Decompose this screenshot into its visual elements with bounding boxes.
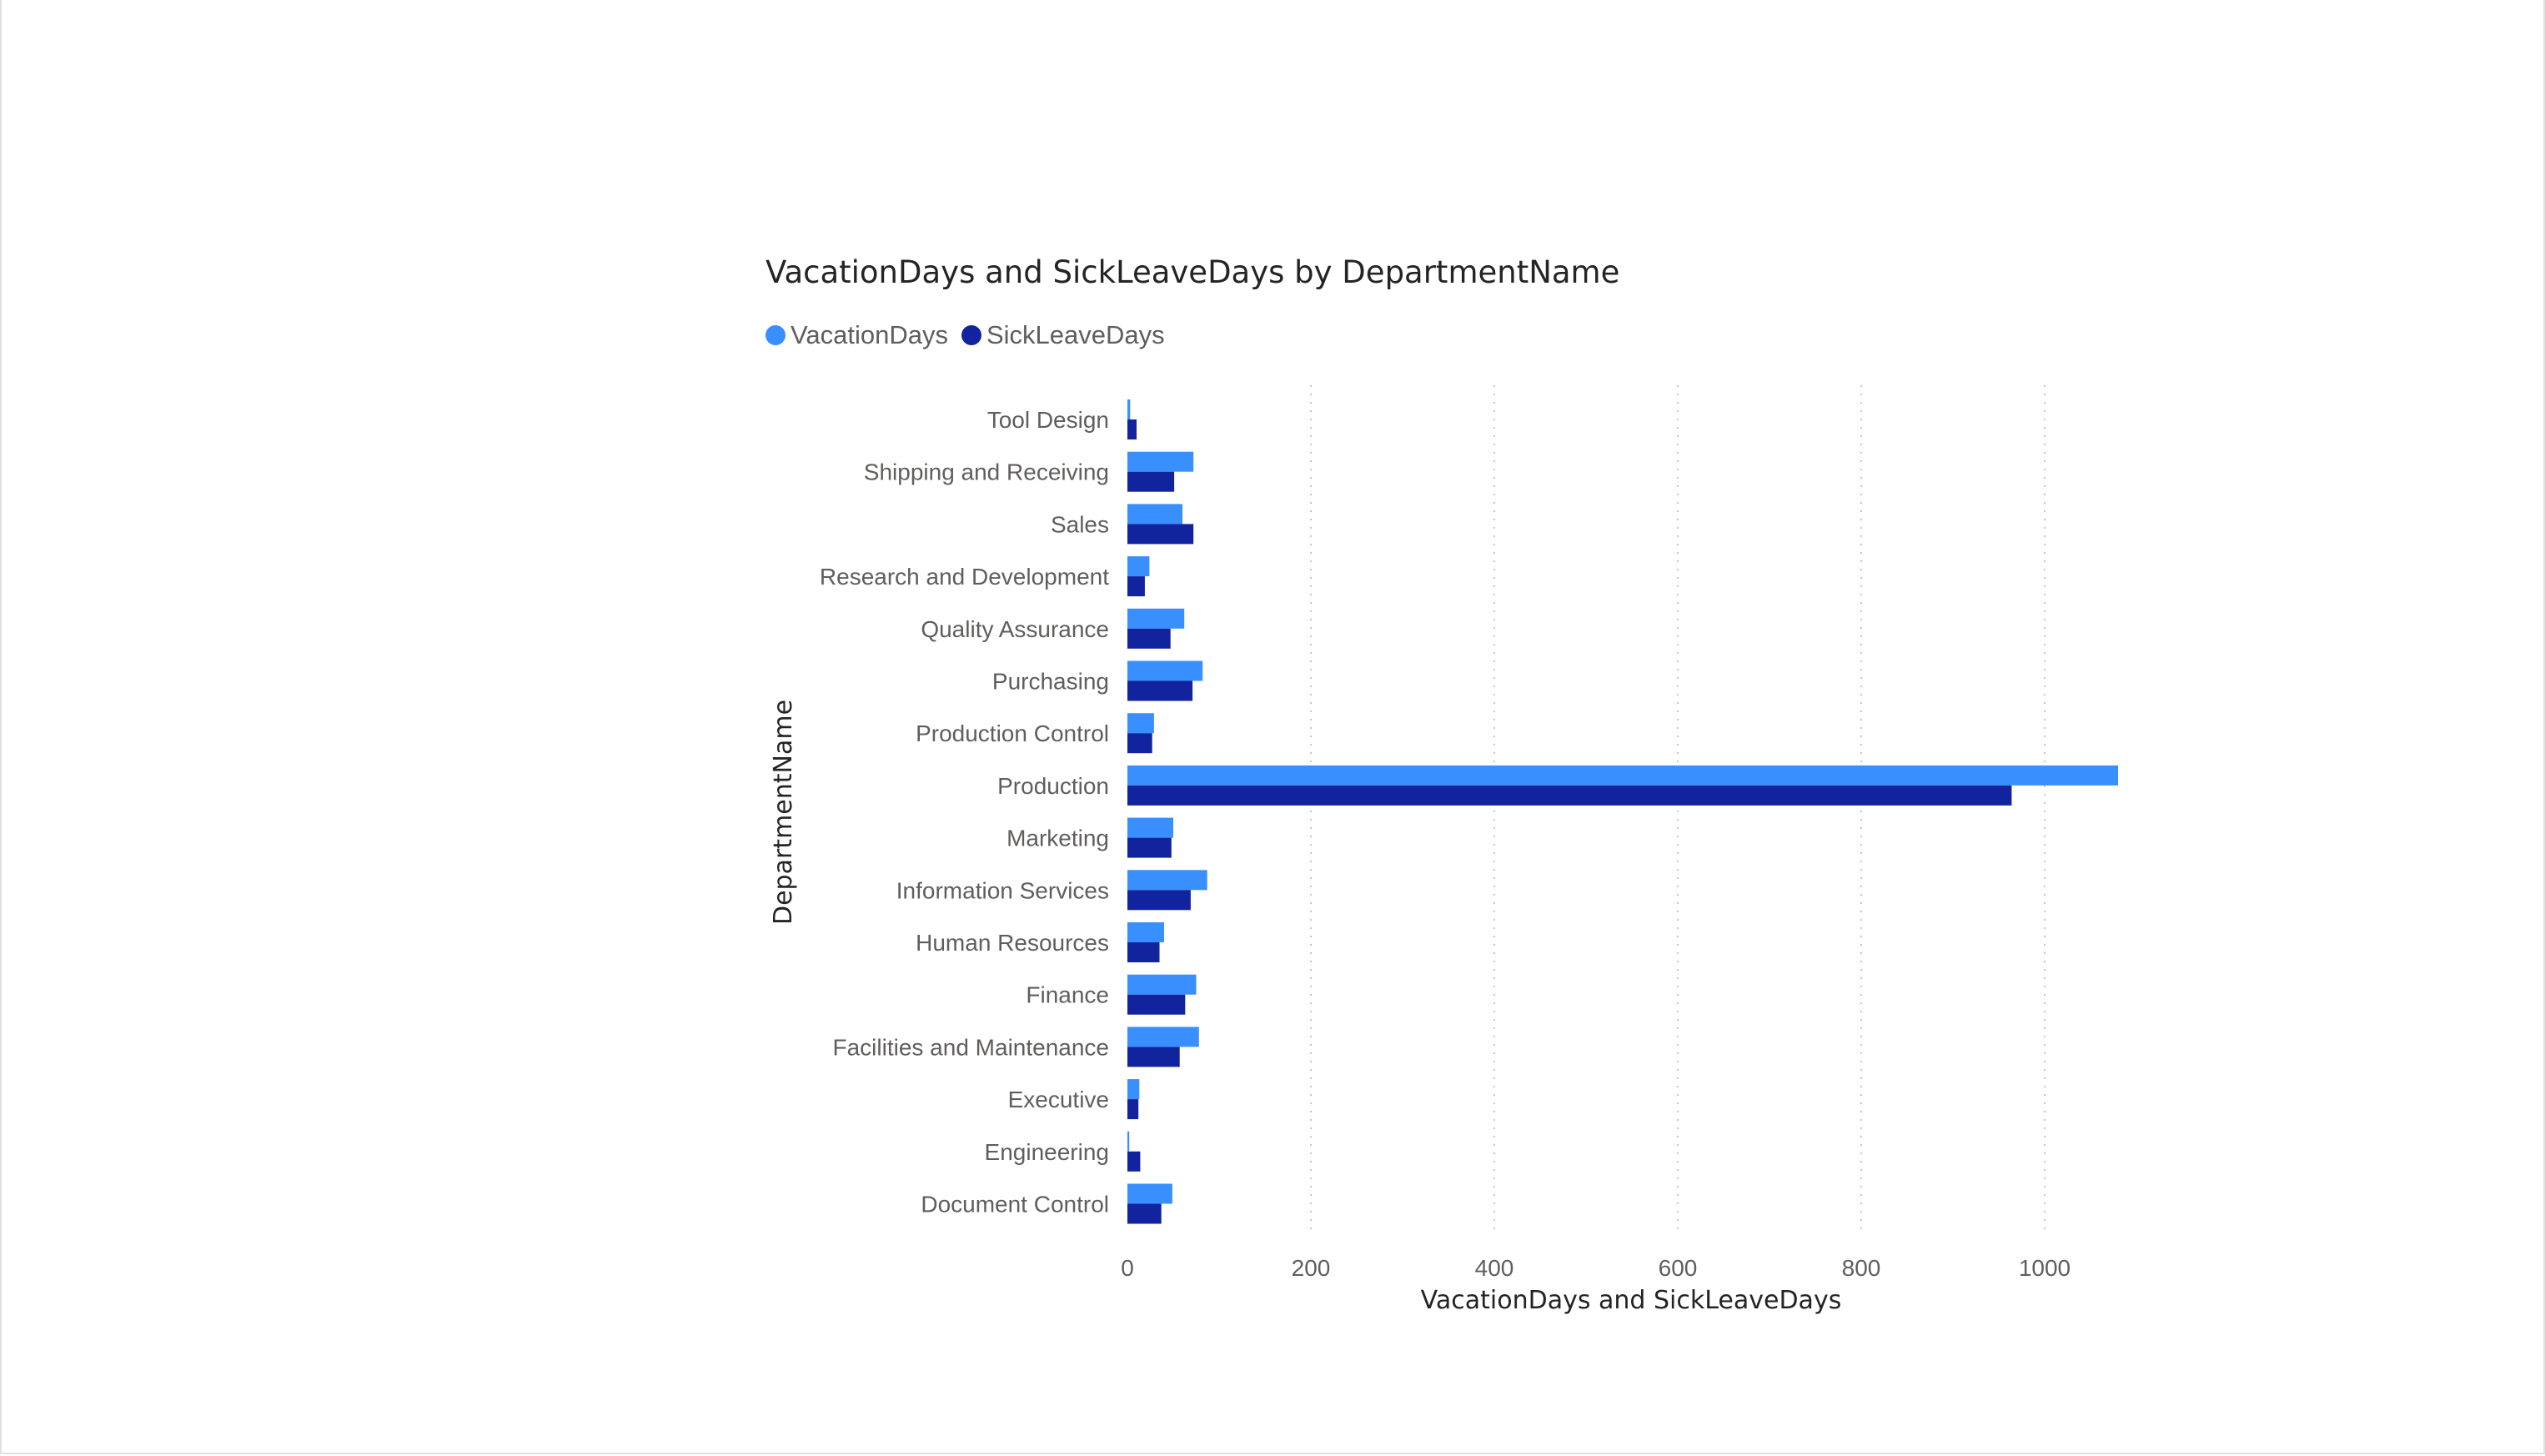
- y-axis-title: DepartmentName: [769, 700, 798, 925]
- x-tick-label-200: 200: [1292, 1255, 1331, 1281]
- category-label-marketing: Marketing: [1006, 826, 1109, 851]
- category-label-purchasing: Purchasing: [992, 669, 1109, 695]
- category-label-information-services: Information Services: [896, 877, 1109, 903]
- x-tick-label-1000: 1000: [2019, 1255, 2071, 1281]
- category-label-tool-design: Tool Design: [987, 407, 1109, 433]
- bar-sickleavedays-quality-assurance[interactable]: [1127, 628, 1171, 649]
- bar-sickleavedays-marketing[interactable]: [1127, 837, 1172, 858]
- bar-sickleavedays-research-and-development[interactable]: [1127, 576, 1145, 597]
- x-tick-label-400: 400: [1475, 1255, 1514, 1281]
- category-label-finance: Finance: [1026, 982, 1109, 1008]
- bar-sickleavedays-executive[interactable]: [1127, 1099, 1139, 1120]
- bar-vacationdays-sales[interactable]: [1127, 504, 1182, 525]
- bar-sickleavedays-facilities-and-maintenance[interactable]: [1127, 1047, 1180, 1067]
- category-label-production: Production: [997, 773, 1109, 799]
- category-label-sales: Sales: [1051, 511, 1109, 537]
- category-label-quality-assurance: Quality Assurance: [921, 616, 1109, 642]
- bar-sickleavedays-sales[interactable]: [1127, 524, 1194, 545]
- bar-vacationdays-engineering[interactable]: [1127, 1131, 1130, 1152]
- bar-sickleavedays-shipping-and-receiving[interactable]: [1127, 471, 1175, 492]
- bars: [1127, 399, 2118, 1224]
- bar-vacationdays-tool-design[interactable]: [1127, 399, 1131, 419]
- bar-sickleavedays-production[interactable]: [1127, 785, 2012, 806]
- x-tick-label-800: 800: [1842, 1255, 1881, 1281]
- legend-item-sickleavedays[interactable]: SickLeaveDays: [961, 320, 1165, 350]
- x-tick-label-0: 0: [1121, 1255, 1134, 1281]
- bar-sickleavedays-purchasing[interactable]: [1127, 680, 1193, 701]
- legend-dot-vacationdays: [766, 325, 786, 345]
- bar-vacationdays-information-services[interactable]: [1127, 870, 1207, 891]
- category-label-research-and-development: Research and Development: [820, 564, 1109, 590]
- category-label-document-control: Document Control: [921, 1192, 1109, 1218]
- category-label-facilities-and-maintenance: Facilities and Maintenance: [832, 1034, 1109, 1060]
- legend-item-vacationdays[interactable]: VacationDays: [766, 320, 948, 350]
- bar-vacationdays-production[interactable]: [1127, 765, 2118, 786]
- bar-vacationdays-finance[interactable]: [1127, 974, 1197, 995]
- bar-sickleavedays-finance[interactable]: [1127, 994, 1186, 1015]
- legend-label-sickleavedays: SickLeaveDays: [986, 320, 1165, 349]
- bar-vacationdays-facilities-and-maintenance[interactable]: [1127, 1027, 1199, 1047]
- category-label-human-resources: Human Resources: [916, 930, 1109, 956]
- category-label-engineering: Engineering: [985, 1139, 1109, 1165]
- bar-sickleavedays-human-resources[interactable]: [1127, 942, 1160, 962]
- category-label-production-control: Production Control: [916, 720, 1109, 746]
- chart-title: VacationDays and SickLeaveDays by Depart…: [766, 254, 1620, 290]
- bar-vacationdays-marketing[interactable]: [1127, 817, 1173, 838]
- bar-vacationdays-production-control[interactable]: [1127, 713, 1154, 734]
- bar-sickleavedays-information-services[interactable]: [1127, 890, 1191, 911]
- legend-label-vacationdays: VacationDays: [791, 320, 948, 349]
- bar-vacationdays-human-resources[interactable]: [1127, 922, 1164, 942]
- bar-sickleavedays-production-control[interactable]: [1127, 733, 1152, 754]
- category-labels: Tool Design Shipping and Receiving Sales Re…: [820, 407, 1109, 1218]
- gridlines: [1310, 385, 2046, 1233]
- bar-sickleavedays-tool-design[interactable]: [1127, 419, 1137, 439]
- x-tick-labels: 0 200 400 600 800 1000: [1121, 1255, 2071, 1281]
- bar-vacationdays-executive[interactable]: [1127, 1079, 1140, 1100]
- bar-vacationdays-shipping-and-receiving[interactable]: [1127, 451, 1194, 472]
- legend-dot-sickleavedays: [961, 325, 981, 345]
- category-label-shipping-and-receiving: Shipping and Receiving: [864, 459, 1109, 485]
- category-label-executive: Executive: [1008, 1087, 1109, 1112]
- bar-vacationdays-purchasing[interactable]: [1127, 660, 1203, 681]
- bar-vacationdays-research-and-development[interactable]: [1127, 556, 1150, 577]
- x-tick-label-600: 600: [1659, 1255, 1698, 1281]
- bar-vacationdays-quality-assurance[interactable]: [1127, 608, 1185, 629]
- bar-sickleavedays-document-control[interactable]: [1127, 1203, 1162, 1224]
- bar-vacationdays-document-control[interactable]: [1127, 1183, 1172, 1204]
- x-axis-title: VacationDays and SickLeaveDays: [1421, 1286, 1842, 1315]
- chart-legend: VacationDays SickLeaveDays: [766, 317, 1178, 354]
- bar-sickleavedays-engineering[interactable]: [1127, 1151, 1141, 1172]
